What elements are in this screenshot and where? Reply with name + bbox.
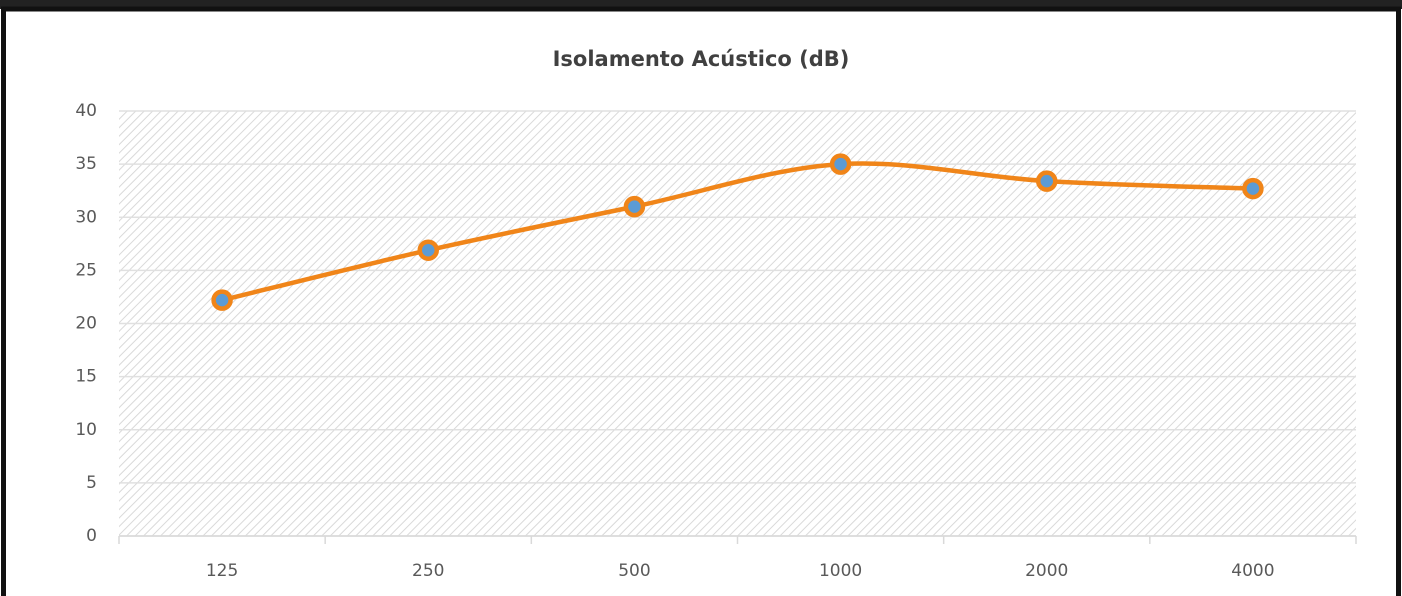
y-tick-label: 40: [75, 101, 97, 121]
marker: [623, 195, 646, 218]
x-tick-label: 250: [412, 561, 444, 581]
y-tick-label: 10: [75, 420, 97, 440]
marker: [417, 239, 439, 261]
x-tick-label: 125: [206, 561, 238, 581]
x-tick-label: 2000: [1025, 561, 1068, 581]
y-tick-label: 35: [75, 154, 97, 174]
x-tick-label: 500: [618, 561, 650, 581]
series-line: [221, 161, 1254, 303]
x-tick-label: 4000: [1231, 561, 1274, 581]
y-tick-label: 20: [75, 314, 97, 334]
top-strip: [0, 0, 1402, 9]
marker: [1036, 170, 1058, 192]
chart-title: Isolamento Acústico (dB): [553, 47, 850, 71]
y-tick-label: 25: [75, 260, 97, 280]
y-tick-label: 5: [86, 473, 97, 493]
marker: [829, 153, 852, 175]
y-tick-label: 0: [86, 526, 97, 546]
y-tick-label: 15: [75, 367, 97, 387]
x-tick-label: 1000: [819, 561, 862, 581]
y-tick-label: 30: [75, 207, 97, 227]
marker: [211, 289, 233, 311]
marker: [1242, 177, 1264, 200]
